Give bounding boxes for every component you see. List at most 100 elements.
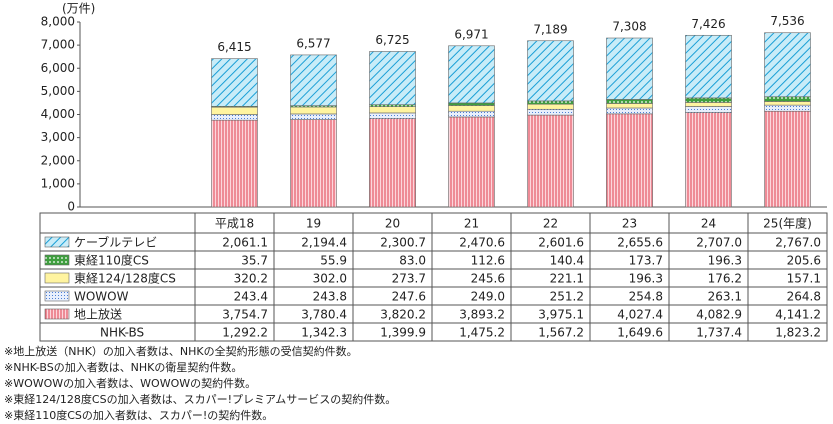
bar-segment [290, 54, 337, 106]
footnote: ※WOWOWの加入者数は、WOWOWの契約件数。 [4, 376, 256, 390]
table-value: 112.6 [471, 254, 505, 268]
table-value: 157.1 [787, 272, 821, 286]
y-tick-label: 0 [67, 200, 75, 214]
table-border [39, 212, 828, 342]
legend-swatch [44, 254, 70, 266]
table-value: 3,893.2 [459, 308, 505, 322]
table-value: 243.4 [234, 290, 268, 304]
table-value: 83.0 [399, 254, 426, 268]
table-value: 4,141.2 [775, 308, 821, 322]
table-value: 205.6 [787, 254, 821, 268]
bar-segment [527, 114, 574, 208]
x-tick-label: 24 [701, 217, 716, 231]
table-value: 55.9 [320, 254, 347, 268]
bar-segment [527, 103, 574, 110]
total-label: 7,426 [691, 17, 725, 31]
bar-segment [448, 116, 495, 208]
bar-segment [211, 114, 258, 121]
table-value: 196.3 [708, 254, 742, 268]
table-value: 1,567.2 [538, 326, 584, 340]
bar-segment [764, 32, 811, 98]
table-value: 245.6 [471, 272, 505, 286]
table-value: 1,292.2 [222, 326, 268, 340]
bar-segment [685, 106, 732, 113]
table-value: 4,082.9 [696, 308, 742, 322]
table-value: 2,061.1 [222, 236, 268, 250]
x-tick-label: 22 [543, 217, 558, 231]
table-value: 2,601.6 [538, 236, 584, 250]
bar-segment [211, 119, 258, 208]
legend-swatch [44, 290, 70, 302]
table-value: 3,975.1 [538, 308, 584, 322]
y-tick-label: 8,000 [41, 15, 75, 29]
x-tick-label: 20 [385, 217, 400, 231]
bar-segment [606, 103, 653, 109]
bar-segment [369, 118, 416, 208]
y-tick-label: 3,000 [41, 130, 75, 144]
x-tick-label: 19 [306, 217, 321, 231]
table-value: 264.8 [787, 290, 821, 304]
bar-segment [606, 99, 653, 104]
bar-segment [527, 100, 574, 105]
total-label: 6,577 [296, 36, 330, 50]
legend-label: 東経110度CS [74, 253, 149, 268]
legend-label: ケーブルテレビ [74, 235, 157, 250]
legend-swatch [44, 272, 70, 284]
footnote: ※NHK-BSの加入者数は、NHKの衛星契約件数。 [4, 360, 242, 374]
table-value: 2,194.4 [301, 236, 347, 250]
table-value: 243.8 [313, 290, 347, 304]
bar-segment [369, 112, 416, 119]
y-tick-label: 2,000 [41, 153, 75, 167]
table-value: 2,655.6 [617, 236, 663, 250]
bar-segment [448, 102, 495, 106]
legend-swatch [44, 236, 70, 248]
bar-segment [527, 108, 574, 116]
bar-segment [764, 96, 811, 102]
total-label: 7,308 [612, 20, 646, 34]
bar-segment [211, 58, 258, 107]
table-value: 140.4 [550, 254, 584, 268]
bar-segment [606, 107, 653, 115]
table-value: 3,780.4 [301, 308, 347, 322]
bar-segment [211, 106, 258, 115]
table-value: 2,300.7 [380, 236, 426, 250]
bar-segment [448, 105, 495, 112]
total-label: 6,971 [454, 27, 488, 41]
table-value: 273.7 [392, 272, 426, 286]
bar-segment [369, 106, 416, 114]
bar-segment [369, 51, 416, 105]
total-label: 6,725 [375, 33, 409, 47]
table-value: 2,707.0 [696, 236, 742, 250]
x-tick-label: 平成18 [215, 217, 254, 231]
bar-segment [764, 101, 811, 106]
bar-segment [685, 34, 732, 99]
bar-segment [448, 110, 495, 118]
table-value: 263.1 [708, 290, 742, 304]
bar-segment [606, 113, 653, 208]
table-value: 251.2 [550, 290, 584, 304]
bar-segment [685, 97, 732, 103]
y-tick-label: 5,000 [41, 84, 75, 98]
bar-segment [527, 40, 574, 102]
bar-segment [764, 104, 811, 112]
table-value: 302.0 [313, 272, 347, 286]
table-value: 196.3 [629, 272, 663, 286]
bar-segment [685, 112, 732, 208]
legend-label: WOWOW [74, 290, 129, 304]
total-label: 7,536 [770, 14, 804, 28]
y-tick-label: 7,000 [41, 38, 75, 52]
x-tick-label: 23 [622, 217, 637, 231]
bar-segment [290, 119, 337, 208]
bar-segment [764, 110, 811, 208]
y-unit-label: (万件) [62, 2, 95, 16]
table-value: 1,737.4 [696, 326, 742, 340]
footnote: ※地上放送（NHK）の加入者数は、NHKの全契約形態の受信契約件数。 [4, 344, 358, 358]
table-value: 1,475.2 [459, 326, 505, 340]
table-value: 176.2 [708, 272, 742, 286]
table-value: 249.0 [471, 290, 505, 304]
legend-label: 東経124/128度CS [74, 271, 176, 286]
table-value: 2,470.6 [459, 236, 505, 250]
total-label: 7,189 [533, 22, 567, 36]
table-value: 3,754.7 [222, 308, 268, 322]
